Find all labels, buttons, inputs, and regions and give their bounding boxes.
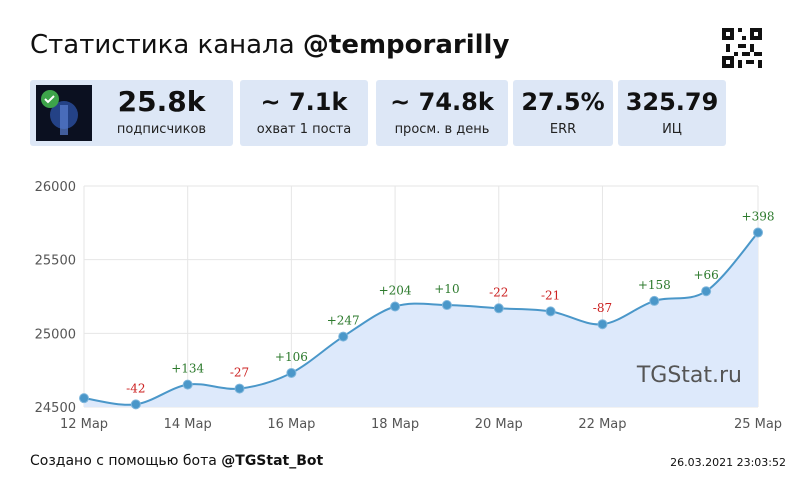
stat-card-subscribers: 25.8k подписчиков [30, 80, 233, 146]
x-tick-label: 25 Мар [734, 417, 782, 432]
data-point [182, 379, 193, 390]
y-tick-label: 25500 [35, 254, 76, 269]
y-tick-label: 25000 [35, 327, 76, 342]
stat-card-daily-views: ~ 74.8k просм. в день [376, 80, 508, 146]
err-label: ERR [549, 122, 577, 137]
stat-card-reach: ~ 7.1k охват 1 поста [240, 80, 368, 146]
x-tick-label: 14 Мар [164, 417, 212, 432]
data-point [545, 306, 556, 317]
channel-name[interactable]: @temporarilly [302, 30, 510, 60]
data-point [390, 301, 401, 312]
daily-views-label: просм. в день [394, 122, 490, 137]
timestamp: 26.03.2021 23:03:52 [670, 456, 786, 469]
data-label: -21 [541, 288, 560, 302]
area-fill [84, 232, 758, 407]
data-label: -87 [593, 301, 612, 315]
qr-code-icon[interactable] [722, 28, 762, 68]
data-label: +134 [171, 362, 204, 376]
data-label: -42 [126, 381, 145, 395]
data-point [338, 331, 349, 342]
data-point [701, 286, 712, 297]
x-tick-label: 18 Мар [371, 417, 419, 432]
x-tick-label: 12 Мар [60, 417, 108, 432]
data-point [753, 227, 763, 238]
data-label: +10 [434, 282, 459, 296]
stat-card-citation-index: 325.79 ИЦ [618, 80, 726, 146]
data-label: +106 [275, 350, 308, 364]
footer-prefix: Создано с помощью бота [30, 453, 222, 469]
y-tick-label: 26000 [35, 180, 76, 195]
data-point [441, 300, 452, 311]
title-prefix: Статистика канала [30, 30, 303, 60]
reach-value: ~ 7.1k [260, 88, 348, 116]
err-value: 27.5% [521, 88, 605, 116]
data-point [234, 383, 245, 394]
watermark: TGStat.ru [636, 363, 742, 388]
subscribers-value: 25.8k [117, 85, 206, 118]
data-label: +204 [379, 284, 412, 298]
data-point [493, 303, 504, 314]
citation-index-value: 325.79 [625, 88, 719, 116]
x-tick-label: 16 Мар [267, 417, 315, 432]
data-label: -27 [230, 366, 249, 380]
data-label: +398 [742, 210, 775, 224]
footer-credit: Создано с помощью бота @TGStat_Bot [30, 453, 323, 469]
x-tick-label: 20 Мар [475, 417, 523, 432]
subscribers-label: подписчиков [116, 122, 207, 137]
data-point [597, 319, 608, 330]
data-point [130, 399, 141, 410]
page-title: Статистика канала @temporarilly [30, 30, 509, 60]
x-tick-label: 22 Мар [578, 417, 626, 432]
daily-views-value: ~ 74.8k [390, 88, 494, 116]
data-label: +158 [638, 278, 671, 292]
subscribers-chart: 24500 25000 25500 26000 12 Мар 14 Мар 16 Мар 18… [35, 180, 782, 432]
citation-index-label: ИЦ [662, 122, 682, 137]
data-label: -22 [489, 285, 508, 299]
channel-avatar[interactable] [36, 85, 92, 141]
data-label: +247 [327, 314, 360, 328]
data-label: +66 [693, 268, 718, 282]
bot-link[interactable]: @TGStat_Bot [221, 453, 324, 469]
y-tick-label: 24500 [35, 401, 76, 416]
data-point [286, 367, 297, 378]
data-point [649, 295, 660, 306]
stat-card-err: 27.5% ERR [513, 80, 613, 146]
data-point [79, 393, 89, 404]
reach-label: охват 1 поста [256, 122, 352, 137]
